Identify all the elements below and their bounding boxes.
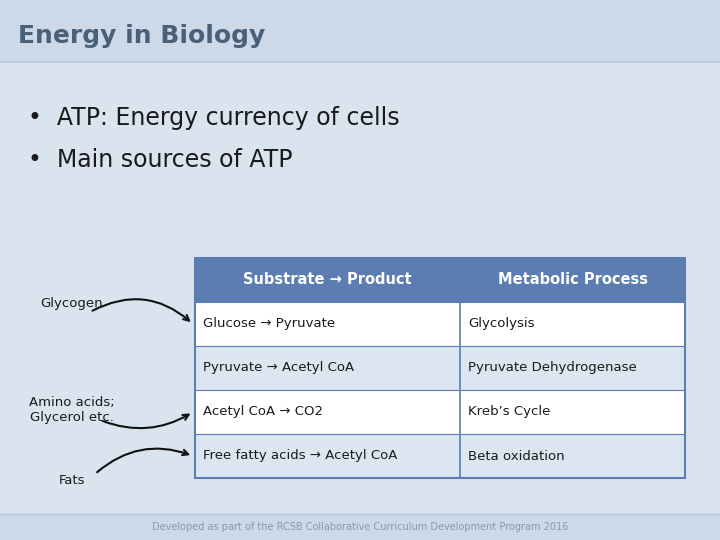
Text: Free fatty acids → Acetyl CoA: Free fatty acids → Acetyl CoA	[203, 449, 397, 462]
Text: •  ATP: Energy currency of cells: • ATP: Energy currency of cells	[28, 106, 400, 130]
Bar	[0, 514, 720, 540]
Text: Beta oxidation: Beta oxidation	[468, 449, 564, 462]
Text: Metabolic Process: Metabolic Process	[498, 273, 647, 287]
Text: Glucose → Pyruvate: Glucose → Pyruvate	[203, 318, 335, 330]
Text: Amino acids;
Glycerol etc.: Amino acids; Glycerol etc.	[30, 396, 114, 424]
Bar	[0, 62, 720, 514]
Bar	[195, 302, 685, 346]
Text: Energy in Biology: Energy in Biology	[18, 24, 265, 48]
Text: Pyruvate Dehydrogenase: Pyruvate Dehydrogenase	[468, 361, 636, 375]
Bar	[195, 346, 685, 390]
Text: •  Main sources of ATP: • Main sources of ATP	[28, 148, 292, 172]
Bar	[195, 434, 685, 478]
Bar	[0, 0, 720, 62]
Text: Substrate → Product: Substrate → Product	[243, 273, 412, 287]
Text: Glycolysis: Glycolysis	[468, 318, 534, 330]
Text: Kreb’s Cycle: Kreb’s Cycle	[468, 406, 550, 419]
Bar	[195, 258, 685, 478]
Text: Developed as part of the RCSB Collaborative Curriculum Development Program 2016: Developed as part of the RCSB Collaborat…	[152, 522, 568, 532]
Bar	[195, 258, 685, 302]
Text: Acetyl CoA → CO2: Acetyl CoA → CO2	[203, 406, 323, 419]
Text: Glycogen: Glycogen	[41, 298, 103, 310]
Bar	[195, 390, 685, 434]
Text: Fats: Fats	[59, 474, 85, 487]
Text: Pyruvate → Acetyl CoA: Pyruvate → Acetyl CoA	[203, 361, 354, 375]
